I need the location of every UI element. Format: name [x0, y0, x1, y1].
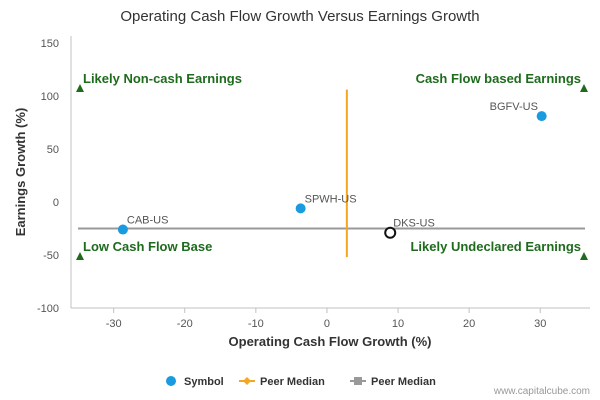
x-tick-label: 20	[463, 318, 475, 330]
point-label: CAB-US	[127, 215, 169, 227]
data-point[interactable]	[117, 224, 128, 235]
x-tick-labels: -30 -20 -10 0 10 20 30	[106, 308, 546, 330]
legend: Symbol Peer Median Peer Median	[166, 376, 436, 388]
x-tick-label: 10	[392, 318, 404, 330]
quadrant-label: Cash Flow based Earnings	[416, 71, 581, 86]
x-tick-label: -20	[177, 318, 193, 330]
quadrant-label: Likely Undeclared Earnings	[410, 239, 581, 254]
y-tick-label: 0	[53, 197, 59, 209]
x-tick-label: 30	[534, 318, 546, 330]
y-tick-label: -50	[43, 250, 59, 262]
chart-title: Operating Cash Flow Growth Versus Earnin…	[120, 8, 479, 25]
legend-label: Symbol	[184, 376, 224, 388]
point-label: BGFV-US	[490, 101, 538, 113]
x-tick-label: -30	[106, 318, 122, 330]
quadrant-marker-icon	[76, 252, 84, 260]
y-tick-label: 150	[41, 38, 59, 50]
quadrant-label: Low Cash Flow Base	[83, 239, 212, 254]
x-tick-label: -10	[248, 318, 264, 330]
plot-area	[70, 36, 590, 309]
quadrant-label: Likely Non-cash Earnings	[83, 71, 242, 86]
point-label: DKS-US	[393, 218, 435, 230]
legend-label: Peer Median	[371, 376, 436, 388]
legend-diamond-icon	[243, 377, 251, 385]
quadrant-labels: Likely Non-cash Earnings Cash Flow based …	[76, 71, 588, 260]
y-axis-title: Earnings Growth (%)	[13, 108, 28, 237]
data-point[interactable]	[295, 203, 306, 214]
quadrant-marker-icon	[580, 252, 588, 260]
legend-square-icon	[354, 377, 362, 385]
x-tick-label: 0	[324, 318, 330, 330]
quadrant-marker-icon	[76, 84, 84, 92]
legend-label: Peer Median	[260, 376, 325, 388]
quadrant-marker-icon	[580, 84, 588, 92]
x-axis-title: Operating Cash Flow Growth (%)	[229, 334, 432, 349]
y-tick-labels: -100 -50 0 50 100 150	[37, 38, 59, 315]
y-tick-label: -100	[37, 303, 59, 315]
y-tick-label: 50	[47, 144, 59, 156]
data-points: CAB-US SPWH-US BGFV-US DKS-US	[117, 101, 547, 239]
y-tick-label: 100	[41, 91, 59, 103]
median-lines	[78, 89, 585, 258]
credit-text: www.capitalcube.com	[493, 386, 590, 397]
data-point[interactable]	[536, 111, 547, 122]
data-point[interactable]	[384, 226, 397, 239]
legend-symbol-icon	[166, 376, 176, 386]
point-label: SPWH-US	[305, 193, 357, 205]
